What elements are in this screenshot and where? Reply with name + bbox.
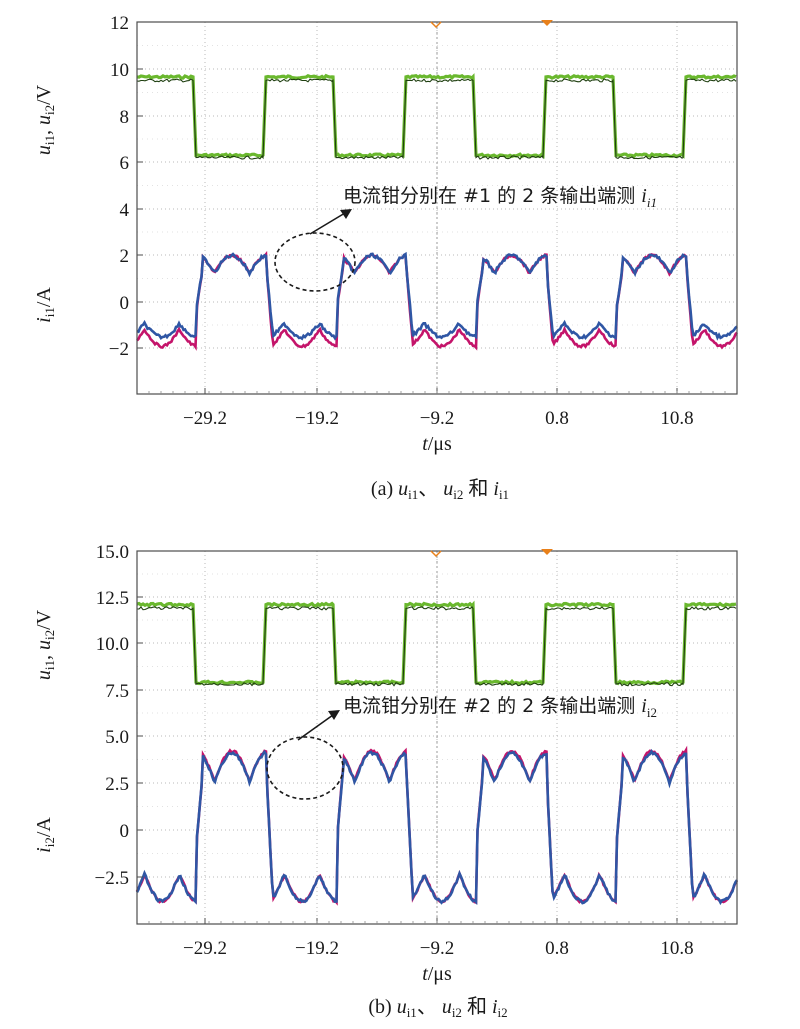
- trigger-marker: [430, 21, 442, 29]
- arrow-head: [340, 209, 352, 219]
- x-axis-label: t/μs: [422, 963, 452, 985]
- x-tick-label: −19.2: [295, 408, 339, 429]
- y-tick-label: 8: [120, 107, 130, 128]
- x-ticks: −29.2 −19.2 −9.2 0.8 10.8: [148, 918, 726, 959]
- y-tick-label: 5.0: [105, 727, 129, 748]
- cursor-marker: [541, 20, 553, 26]
- y-tick-label: 12: [110, 13, 129, 34]
- x-ticks: −29.2 −19.2 −9.2 0.8 10.8: [148, 388, 726, 429]
- current-traces: [135, 745, 739, 906]
- highlight-ellipse: [274, 232, 356, 292]
- x-tick-label: −29.2: [183, 938, 227, 959]
- y-tick-label: 0: [120, 293, 130, 314]
- voltage-axis-label: ui1, ui2/V: [33, 84, 57, 155]
- panel-caption: (a) ui1、 ui2 和 ii1: [371, 477, 509, 502]
- y-tick-label: 4: [120, 200, 130, 221]
- current-axis-label: ii2/A: [33, 817, 57, 853]
- voltage-traces: [136, 600, 737, 687]
- y-tick-label: 2: [120, 246, 130, 267]
- x-tick-label: −19.2: [295, 938, 339, 959]
- grid: [137, 22, 737, 394]
- voltage-series-1: [136, 73, 737, 159]
- y-tick-label: 10: [110, 60, 129, 81]
- annotation: 电流钳分别在 #1 的 2 条输出端测 ii1: [274, 185, 657, 292]
- y-tick-label: −2: [109, 339, 129, 360]
- current-series-2: [136, 251, 738, 341]
- x-tick-label: 0.8: [545, 408, 569, 429]
- x-tick-label: 0.8: [545, 938, 569, 959]
- x-tick-label: −9.2: [420, 938, 454, 959]
- annotation-text: 电流钳分别在 #2 的 2 条输出端测 ii2: [343, 695, 657, 720]
- voltage-axis-label: ui1, ui2/V: [33, 609, 57, 680]
- voltage-traces: [136, 73, 737, 160]
- annotation-arrow: [309, 212, 346, 235]
- annotation-arrow: [297, 714, 334, 741]
- trigger-marker: [430, 550, 442, 558]
- panel-b: 15.0 12.5 10.0 7.5 5.0 2.5 0 −2.5 −29.2 −19.2 −9.…: [33, 542, 739, 1020]
- y-tick-label: 10.0: [96, 634, 129, 655]
- y-ticks: 12 10 8 6 4 2 0 −2: [109, 13, 143, 360]
- voltage-series-2: [136, 606, 737, 687]
- arrow-head: [328, 710, 340, 720]
- annotation-text: 电流钳分别在 #1 的 2 条输出端测 ii1: [343, 185, 657, 210]
- x-tick-label: 10.8: [660, 938, 693, 959]
- y-tick-label: 0: [120, 821, 130, 842]
- grid: [137, 551, 737, 924]
- cursor-marker: [541, 549, 553, 555]
- y-tick-label: 15.0: [96, 542, 129, 563]
- x-axis-label: t/μs: [422, 433, 452, 455]
- voltage-series-2: [136, 78, 737, 160]
- current-axis-label: ii1/A: [33, 287, 57, 323]
- y-ticks: 15.0 12.5 10.0 7.5 5.0 2.5 0 −2.5: [95, 542, 143, 889]
- x-tick-label: −9.2: [420, 408, 454, 429]
- y-tick-label: 12.5: [96, 588, 129, 609]
- panel-a: 12 10 8 6 4 2 0 −2 −29.2 −19.2 −9.2 0.8 10.8 ui1, u…: [33, 13, 738, 502]
- y-tick-label: −2.5: [95, 868, 129, 889]
- highlight-ellipse: [266, 736, 344, 800]
- voltage-series-1: [136, 600, 737, 686]
- y-tick-label: 6: [120, 153, 130, 174]
- y-tick-label: 7.5: [105, 681, 129, 702]
- x-tick-label: −29.2: [183, 408, 227, 429]
- panel-caption: (b) ui1、 ui2 和 ii2: [368, 995, 507, 1020]
- x-tick-label: 10.8: [660, 408, 693, 429]
- current-series-2: [135, 748, 739, 906]
- current-traces: [136, 250, 738, 351]
- y-tick-label: 2.5: [105, 774, 129, 795]
- annotation: 电流钳分别在 #2 的 2 条输出端测 ii2: [266, 695, 657, 800]
